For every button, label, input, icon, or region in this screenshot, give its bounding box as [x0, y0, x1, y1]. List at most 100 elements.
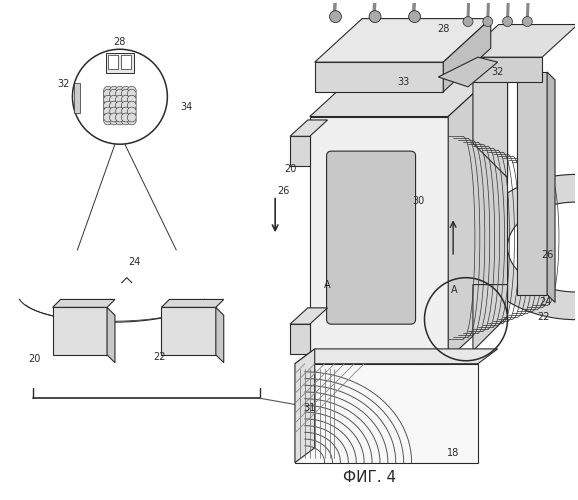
- Circle shape: [127, 107, 136, 116]
- Text: 28: 28: [437, 24, 450, 34]
- Circle shape: [121, 92, 130, 101]
- Bar: [314, 62, 443, 92]
- Text: A: A: [451, 284, 457, 294]
- Circle shape: [109, 104, 118, 113]
- Text: 20: 20: [284, 164, 297, 174]
- Circle shape: [121, 104, 130, 113]
- Circle shape: [116, 113, 124, 122]
- Circle shape: [116, 86, 124, 95]
- Circle shape: [121, 98, 130, 107]
- Bar: [161, 308, 216, 355]
- Text: 24: 24: [539, 298, 551, 308]
- Polygon shape: [216, 308, 224, 362]
- Bar: [463, 57, 542, 82]
- Polygon shape: [314, 18, 491, 62]
- Circle shape: [109, 92, 118, 101]
- Circle shape: [121, 113, 130, 122]
- Circle shape: [116, 110, 124, 119]
- Circle shape: [72, 50, 168, 144]
- Circle shape: [103, 98, 113, 107]
- Polygon shape: [295, 349, 314, 463]
- Circle shape: [103, 90, 113, 98]
- Circle shape: [103, 86, 113, 95]
- Polygon shape: [438, 57, 498, 87]
- Text: 31: 31: [303, 403, 315, 413]
- Circle shape: [116, 107, 124, 116]
- Circle shape: [121, 86, 130, 95]
- Circle shape: [503, 16, 513, 26]
- Circle shape: [523, 16, 532, 26]
- Polygon shape: [310, 116, 448, 359]
- Circle shape: [121, 101, 130, 110]
- Text: 20: 20: [29, 354, 41, 364]
- Circle shape: [103, 110, 113, 119]
- Text: 32: 32: [491, 67, 504, 77]
- Circle shape: [109, 113, 118, 122]
- Polygon shape: [295, 349, 498, 364]
- Polygon shape: [290, 324, 310, 354]
- Circle shape: [127, 116, 136, 125]
- Polygon shape: [473, 82, 507, 178]
- Circle shape: [109, 90, 118, 98]
- Circle shape: [103, 107, 113, 116]
- Text: 26: 26: [277, 186, 290, 196]
- Circle shape: [109, 110, 118, 119]
- Circle shape: [109, 107, 118, 116]
- Polygon shape: [443, 18, 491, 92]
- Circle shape: [109, 116, 118, 125]
- Circle shape: [116, 104, 124, 113]
- Circle shape: [127, 90, 136, 98]
- Circle shape: [127, 104, 136, 113]
- Circle shape: [121, 107, 130, 116]
- Circle shape: [103, 113, 113, 122]
- Circle shape: [369, 10, 381, 22]
- Circle shape: [127, 92, 136, 101]
- Circle shape: [103, 95, 113, 104]
- Circle shape: [116, 90, 124, 98]
- Circle shape: [103, 104, 113, 113]
- Bar: [53, 308, 107, 355]
- Bar: [75, 83, 80, 112]
- Circle shape: [121, 116, 130, 125]
- Circle shape: [116, 92, 124, 101]
- Text: A: A: [324, 280, 331, 289]
- Circle shape: [127, 113, 136, 122]
- Circle shape: [109, 86, 118, 95]
- Text: 30: 30: [413, 196, 425, 205]
- Text: 26: 26: [541, 250, 553, 260]
- Circle shape: [116, 95, 124, 104]
- Circle shape: [109, 101, 118, 110]
- Polygon shape: [53, 300, 115, 308]
- Polygon shape: [473, 284, 507, 351]
- Circle shape: [127, 101, 136, 110]
- Text: 24: 24: [128, 257, 141, 267]
- Circle shape: [121, 95, 130, 104]
- Polygon shape: [290, 308, 328, 324]
- Circle shape: [329, 10, 342, 22]
- Polygon shape: [290, 136, 310, 166]
- Text: 32: 32: [57, 79, 69, 89]
- Polygon shape: [310, 62, 507, 116]
- Circle shape: [116, 98, 124, 107]
- Circle shape: [127, 98, 136, 107]
- Bar: [106, 53, 134, 73]
- FancyBboxPatch shape: [327, 151, 416, 324]
- Polygon shape: [517, 72, 547, 294]
- Bar: [295, 364, 478, 462]
- Text: 22: 22: [153, 352, 166, 362]
- Bar: [108, 55, 118, 69]
- Circle shape: [127, 95, 136, 104]
- Text: 33: 33: [398, 77, 410, 87]
- Circle shape: [103, 101, 113, 110]
- Polygon shape: [448, 62, 507, 359]
- Polygon shape: [107, 308, 115, 362]
- Circle shape: [109, 95, 118, 104]
- Circle shape: [121, 90, 130, 98]
- Circle shape: [127, 86, 136, 95]
- Text: 34: 34: [180, 102, 192, 112]
- Circle shape: [409, 10, 421, 22]
- Polygon shape: [463, 24, 578, 57]
- Circle shape: [463, 16, 473, 26]
- Polygon shape: [161, 300, 224, 308]
- Circle shape: [103, 116, 113, 125]
